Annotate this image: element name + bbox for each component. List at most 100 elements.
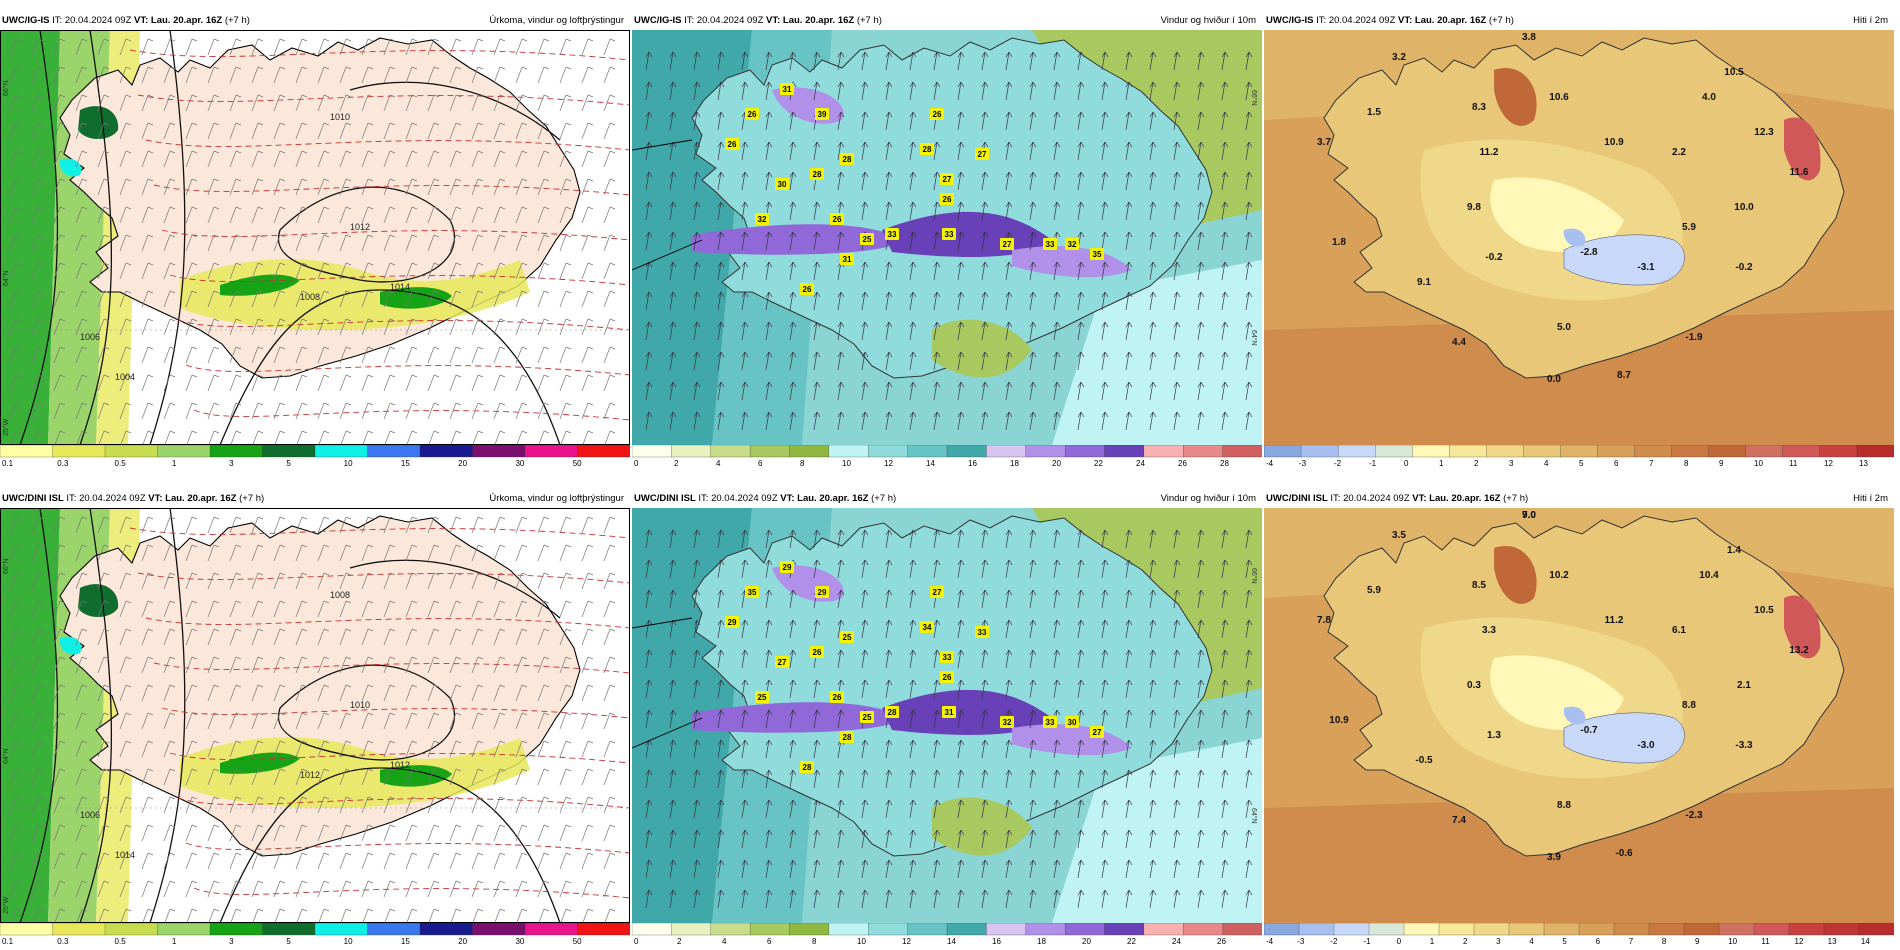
wind-arrow [717, 649, 725, 669]
colorbar-label: 6 [758, 459, 763, 467]
wind-arrow [1197, 769, 1205, 789]
wind-arrow [981, 81, 989, 101]
issue-time: 20.04.2024 09Z [711, 493, 778, 504]
wind-barb [581, 318, 594, 336]
wind-arrow [1053, 889, 1061, 909]
wind-barb [361, 628, 374, 646]
wind-arrow [717, 201, 725, 221]
wind-arrow [1149, 859, 1157, 879]
temperature-label: 9.8 [1467, 202, 1481, 213]
wind-barb [339, 318, 352, 336]
temperature-label: 10.5 [1724, 67, 1744, 78]
gust-label-text: 33 [1046, 240, 1055, 249]
wind-barb [230, 908, 242, 923]
wind-arrow [1125, 411, 1133, 431]
gust-label-box [860, 711, 874, 723]
wind-arrow [789, 679, 797, 699]
wind-arrow [1173, 231, 1181, 251]
wind-barb [229, 346, 242, 364]
wind-arrow [1221, 411, 1229, 431]
colorbar-swatch [1264, 923, 1300, 936]
wind-arrow [1077, 141, 1085, 161]
wind-barb [406, 430, 418, 445]
wind-barb [229, 656, 242, 674]
wind-arrow [909, 859, 917, 879]
wind-barb [361, 712, 374, 730]
wind-barb [31, 656, 44, 674]
wind-barb [251, 206, 264, 224]
wind-arrow [1125, 739, 1133, 759]
lat-label: 25°W [2, 896, 10, 914]
wind-arrow [861, 381, 869, 401]
wind-arrow [1245, 859, 1253, 879]
wind-arrow [957, 381, 965, 401]
wind-arrow [645, 231, 653, 251]
wind-arrow [1149, 201, 1157, 221]
wind-barb [273, 318, 286, 336]
wind-arrow [813, 619, 821, 639]
wind-arrow [1005, 201, 1013, 221]
wind-arrow [1053, 559, 1061, 579]
gust-label-box [1043, 716, 1057, 728]
isobar-label: 1012 [300, 770, 320, 780]
wind-barb [581, 94, 594, 112]
wind-arrow [837, 51, 845, 71]
wind-arrow [981, 739, 989, 759]
wind-arrow [645, 559, 653, 579]
colorbar-label: 5 [1562, 937, 1567, 945]
gust-label-text: 32 [758, 215, 767, 224]
wind-barb [361, 66, 374, 84]
wind-barb [428, 908, 440, 923]
wind-barb [537, 628, 550, 646]
wind-arrow [957, 619, 965, 639]
wind-barb [119, 852, 132, 870]
wind-arrow [789, 171, 797, 191]
wind-arrow [669, 799, 677, 819]
vt-label: VT: [780, 493, 795, 504]
wind-barb [383, 374, 396, 392]
wind-barb [295, 740, 308, 758]
wind-arrow [1125, 709, 1133, 729]
isobar [277, 186, 456, 283]
vt-label: VT: [766, 15, 781, 26]
colorbar-swatch [52, 923, 106, 936]
wind-barb [471, 290, 484, 308]
wind-arrow [645, 859, 653, 879]
wind-arrow [1125, 51, 1133, 71]
wind-arrow [1221, 81, 1229, 101]
wind-arrow [1221, 291, 1229, 311]
gust-label-box [860, 233, 874, 245]
wind-arrow [1173, 321, 1181, 341]
gust-label: 28 [800, 761, 814, 773]
wind-barb [163, 880, 176, 898]
hot-zone [1494, 68, 1537, 126]
wind-arrow [717, 81, 725, 101]
colorbar-label: 50 [573, 459, 582, 467]
wind-arrow [909, 201, 917, 221]
wind-barb [75, 600, 88, 618]
wind-barb [31, 824, 44, 842]
wind-arrow [837, 829, 845, 849]
wind-barb [229, 628, 242, 646]
coast-line [632, 717, 703, 749]
wind-arrow [909, 141, 917, 161]
wind-arrow [1101, 589, 1109, 609]
wind-arrow [885, 889, 893, 909]
wind-barb [9, 318, 22, 336]
wind-barb [75, 712, 88, 730]
wind-barb [427, 768, 440, 786]
wind-barb [164, 430, 176, 445]
wind-barb [207, 684, 220, 702]
colorbar-swatch [1560, 445, 1599, 458]
it-label: IT: [1330, 493, 1341, 504]
temperature-label: 9.0 [1522, 510, 1536, 521]
valid-time: Lau. 20.apr. 16Z [165, 493, 237, 504]
colorbar-label: 12 [902, 937, 911, 945]
precip-map: 1008 1010 1012 1006 1014 1012 66°N 64°N 25°W [0, 508, 630, 923]
wind-barb [141, 94, 154, 112]
wind-barb [119, 318, 132, 336]
gust-label-box [940, 173, 954, 185]
wind-barb [75, 66, 88, 84]
wind-arrow [789, 589, 797, 609]
temperature-contour [193, 409, 630, 421]
